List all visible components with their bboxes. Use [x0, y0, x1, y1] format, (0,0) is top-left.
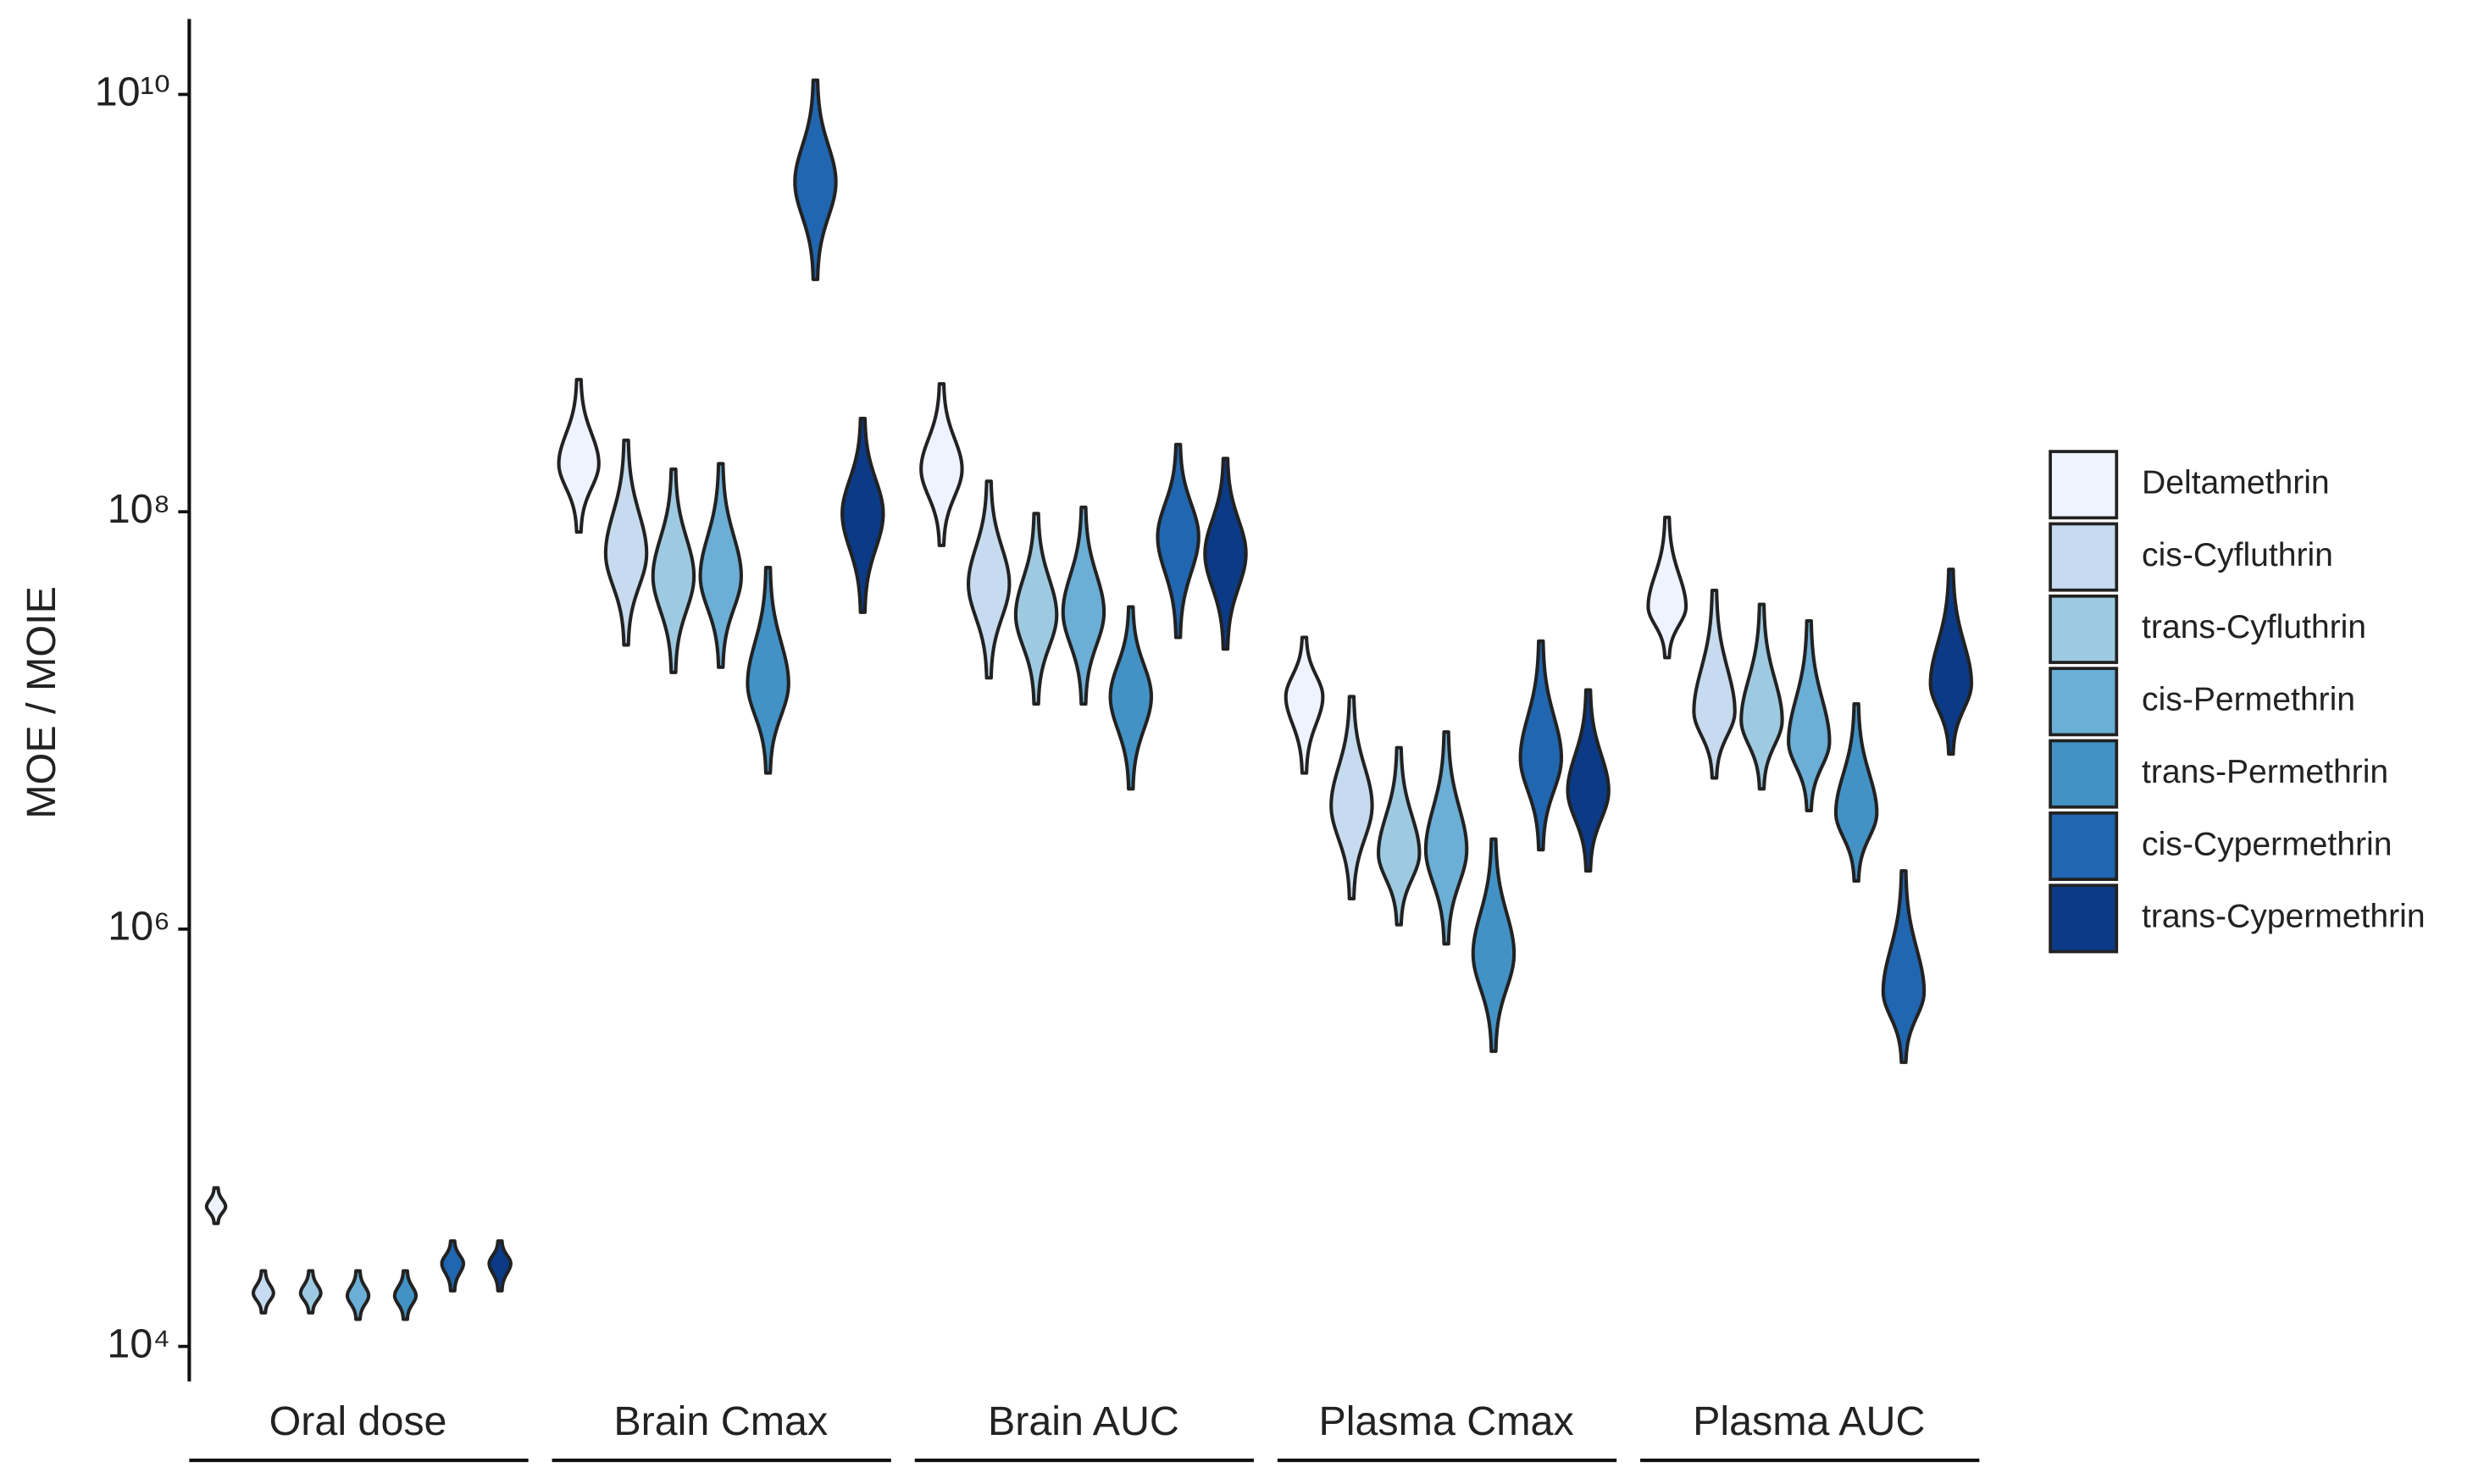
violin — [1692, 588, 1737, 780]
legend-label: cis-Cypermethrin — [2142, 826, 2392, 862]
violin — [651, 467, 696, 674]
violin — [966, 479, 1012, 680]
y-tick-label: 10⁶ — [108, 904, 170, 950]
legend-swatch — [2049, 450, 2119, 520]
violin — [1518, 639, 1564, 852]
x-tick-label: Brain AUC — [988, 1398, 1179, 1444]
legend-label: cis-Permethrin — [2142, 682, 2355, 718]
violin — [793, 78, 838, 281]
violin — [1061, 505, 1106, 706]
violin — [1013, 512, 1059, 706]
violin — [1423, 730, 1469, 946]
legend-swatch — [2049, 739, 2119, 809]
violin — [603, 438, 649, 647]
violin — [1284, 635, 1325, 775]
y-tick-label: 10¹⁰ — [95, 69, 170, 114]
violin — [1471, 837, 1517, 1054]
violin — [1739, 602, 1784, 791]
violin — [919, 382, 964, 547]
y-tick-label: 10⁸ — [108, 486, 170, 532]
violin — [1881, 869, 1927, 1065]
violin — [557, 378, 601, 534]
y-axis-title: MOE / MOIE — [19, 586, 64, 819]
violin — [392, 1269, 419, 1321]
x-tick-label: Plasma Cmax — [1318, 1398, 1573, 1444]
violin — [298, 1269, 323, 1315]
legend-label: trans-Cyfluthrin — [2142, 609, 2366, 645]
violin — [487, 1239, 513, 1293]
violin — [440, 1239, 466, 1293]
legend-label: cis-Cyfluthrin — [2142, 537, 2333, 573]
violin — [345, 1269, 371, 1321]
legend-swatch — [2049, 522, 2119, 592]
violin — [1646, 515, 1688, 660]
violin — [1203, 457, 1248, 651]
violin — [746, 566, 790, 775]
violin — [1376, 745, 1422, 927]
violin — [840, 416, 885, 614]
legend-label: trans-Cypermethrin — [2142, 899, 2426, 935]
x-tick-label: Oral dose — [269, 1398, 447, 1444]
violin — [1566, 688, 1611, 873]
violin — [251, 1269, 275, 1315]
violin — [1833, 701, 1879, 883]
legend-swatch — [2049, 883, 2119, 954]
x-tick-label: Brain Cmax — [613, 1398, 828, 1444]
violin — [1787, 618, 1832, 812]
legend-label: Deltamethrin — [2142, 465, 2330, 501]
y-tick-label: 10⁴ — [107, 1321, 170, 1366]
legend-swatch — [2049, 667, 2119, 737]
violin — [1108, 605, 1154, 791]
legend-swatch — [2049, 594, 2119, 664]
violin — [1156, 442, 1200, 640]
violin — [1928, 568, 1974, 756]
legend-label: trans-Permethrin — [2142, 754, 2388, 790]
x-tick-label: Plasma AUC — [1693, 1398, 1925, 1444]
violin — [698, 462, 744, 669]
violin — [1329, 695, 1374, 900]
legend-swatch — [2049, 811, 2119, 882]
violin — [204, 1186, 228, 1226]
